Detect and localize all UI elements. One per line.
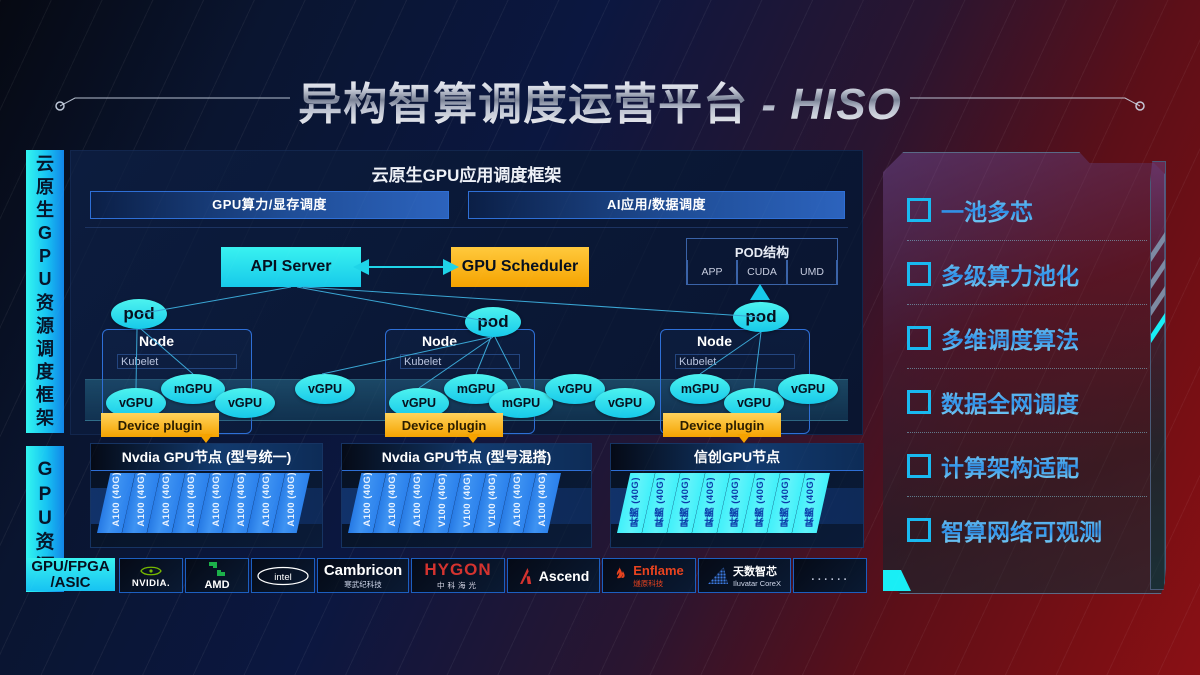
svg-text:intel: intel bbox=[274, 572, 291, 583]
